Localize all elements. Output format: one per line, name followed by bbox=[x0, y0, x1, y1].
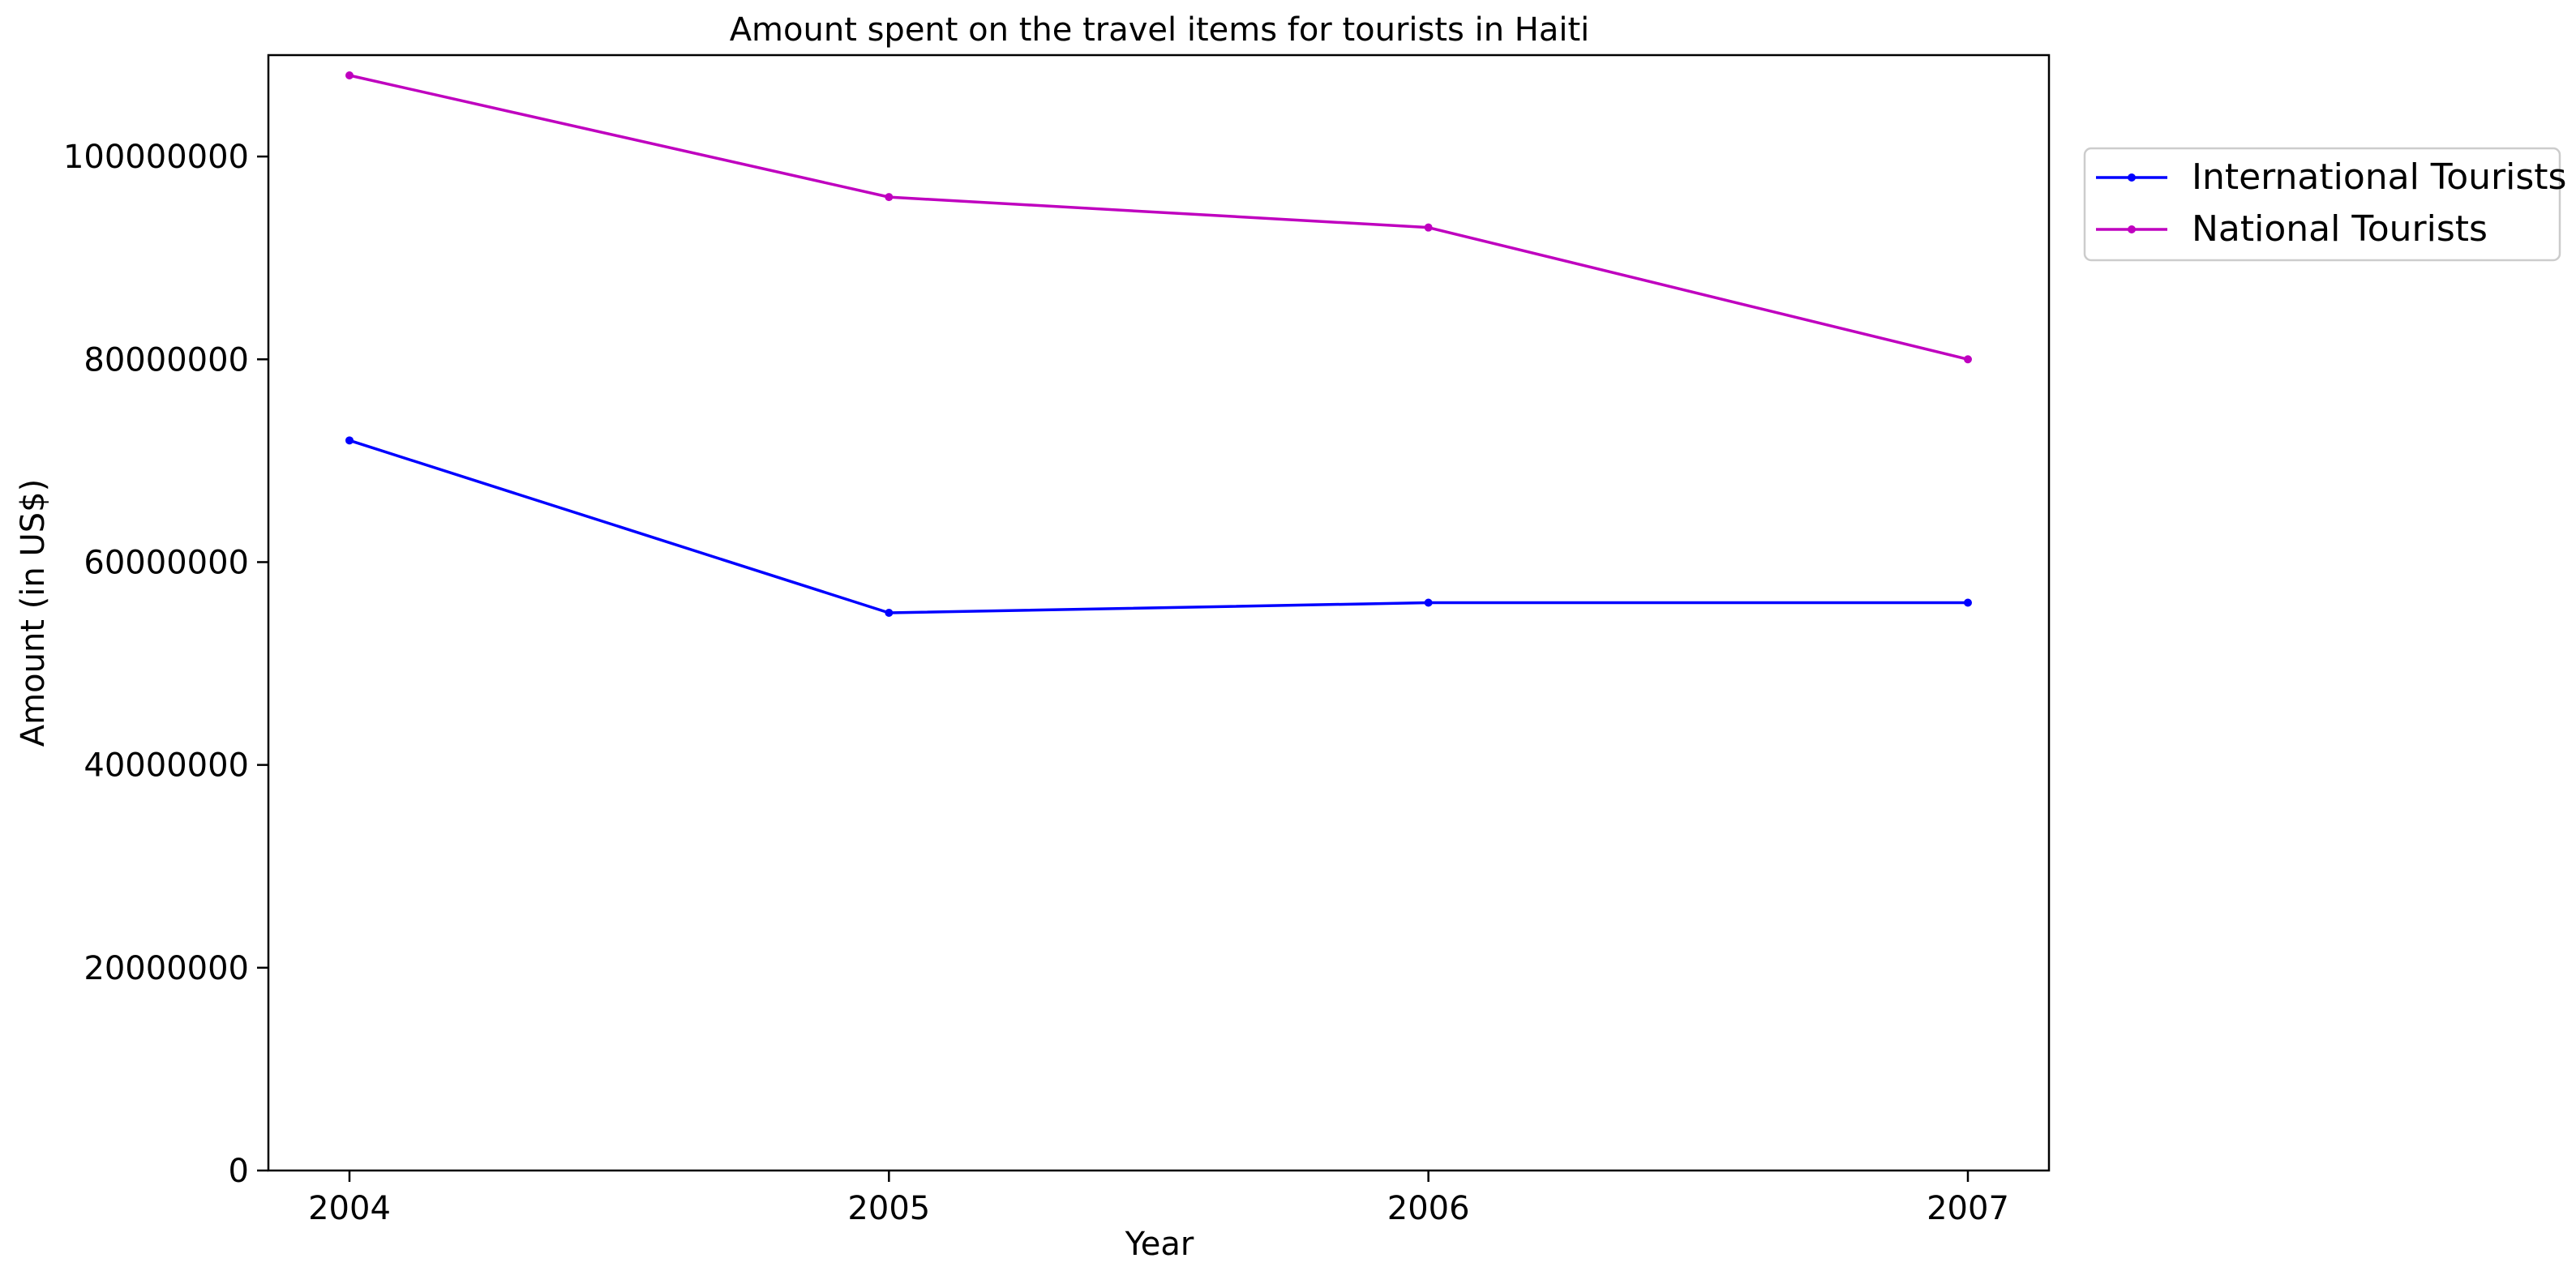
legend-item-international-tourists: International Tourists bbox=[2096, 156, 2566, 198]
x-tick-label-2007: 2007 bbox=[1927, 1190, 2009, 1227]
series-international-tourists bbox=[345, 436, 1972, 617]
y-tick-label-0: 0 bbox=[229, 1153, 249, 1190]
x-axis-label: Year bbox=[1125, 1226, 1194, 1263]
legend-frame bbox=[2083, 147, 2561, 262]
plot-area: 0 20000000 40000000 60000000 80000000 1000000… bbox=[63, 54, 2051, 1227]
legend-item-national-tourists: National Tourists bbox=[2096, 208, 2488, 250]
series-layer bbox=[345, 71, 1972, 617]
plot-frame bbox=[267, 54, 2051, 1172]
series-line-international-tourists bbox=[349, 439, 1968, 614]
legend-marker-national-tourists bbox=[2128, 225, 2136, 233]
data-point-national-tourists-2004 bbox=[345, 71, 354, 80]
data-point-international-tourists-2004 bbox=[345, 436, 354, 445]
data-point-international-tourists-2006 bbox=[1424, 598, 1433, 607]
data-point-national-tourists-2005 bbox=[885, 193, 894, 202]
y-axis: 0 20000000 40000000 60000000 80000000 1000000… bbox=[63, 139, 268, 1190]
series-national-tourists bbox=[345, 71, 1972, 364]
chart-title: Amount spent on the travel items for tou… bbox=[730, 11, 1590, 49]
x-tick-label-2006: 2006 bbox=[1387, 1190, 1470, 1227]
x-axis: 2004 2005 2006 2007 bbox=[308, 1171, 2009, 1227]
data-point-international-tourists-2005 bbox=[885, 609, 894, 617]
y-tick-label-4: 80000000 bbox=[84, 341, 249, 379]
data-point-international-tourists-2007 bbox=[1964, 598, 1972, 607]
legend: International Tourists National Tourists bbox=[2083, 147, 2566, 262]
y-tick-label-3: 60000000 bbox=[84, 544, 249, 581]
series-line-national-tourists bbox=[349, 74, 1969, 361]
y-axis-label: Amount (in US$) bbox=[15, 479, 52, 747]
legend-marker-international-tourists bbox=[2128, 173, 2136, 182]
y-tick-label-1: 20000000 bbox=[84, 950, 249, 987]
y-tick-label-2: 40000000 bbox=[84, 747, 249, 785]
x-tick-label-2005: 2005 bbox=[847, 1190, 930, 1227]
data-point-national-tourists-2006 bbox=[1424, 223, 1433, 232]
data-point-national-tourists-2007 bbox=[1964, 355, 1972, 364]
legend-label-international-tourists: International Tourists bbox=[2192, 156, 2566, 198]
y-tick-label-5: 100000000 bbox=[63, 139, 249, 176]
x-tick-label-2004: 2004 bbox=[308, 1190, 391, 1227]
legend-label-national-tourists: National Tourists bbox=[2192, 208, 2488, 250]
